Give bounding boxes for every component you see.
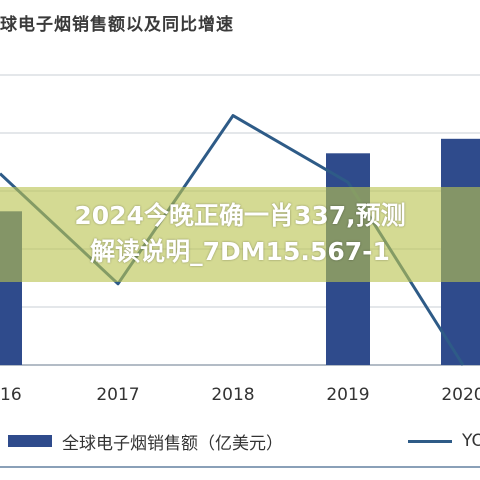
watermark-text: 2024今晚正确一肖337,预测 解读说明_7DM15.567-1 bbox=[0, 198, 480, 270]
x-tick-label: 2017 bbox=[96, 385, 139, 405]
x-axis-ticks: 16 2017 2018 2019 2020 bbox=[0, 385, 480, 405]
watermark-band bbox=[0, 187, 480, 282]
x-tick-label: 16 bbox=[0, 385, 22, 405]
legend-swatch-line bbox=[408, 439, 452, 443]
watermark-line-2: 解读说明_7DM15.567-1 bbox=[90, 237, 390, 266]
chart-title: 球电子烟销售额以及同比增速 bbox=[0, 15, 234, 35]
x-tick-label: 2018 bbox=[211, 385, 254, 405]
watermark-line-1: 2024今晚正确一肖337,预测 bbox=[74, 201, 406, 230]
x-tick-label: 2020 bbox=[441, 385, 480, 405]
legend-item-sales: 全球电子烟销售额（亿美元） bbox=[8, 430, 283, 454]
legend-swatch-bar bbox=[8, 435, 52, 447]
x-tick-label: 2019 bbox=[326, 385, 369, 405]
legend-label-sales: 全球电子烟销售额（亿美元） bbox=[62, 433, 283, 454]
legend-item-growth: YO bbox=[408, 430, 480, 452]
legend-label-growth: YO bbox=[462, 431, 480, 451]
bottom-rule bbox=[0, 466, 480, 468]
